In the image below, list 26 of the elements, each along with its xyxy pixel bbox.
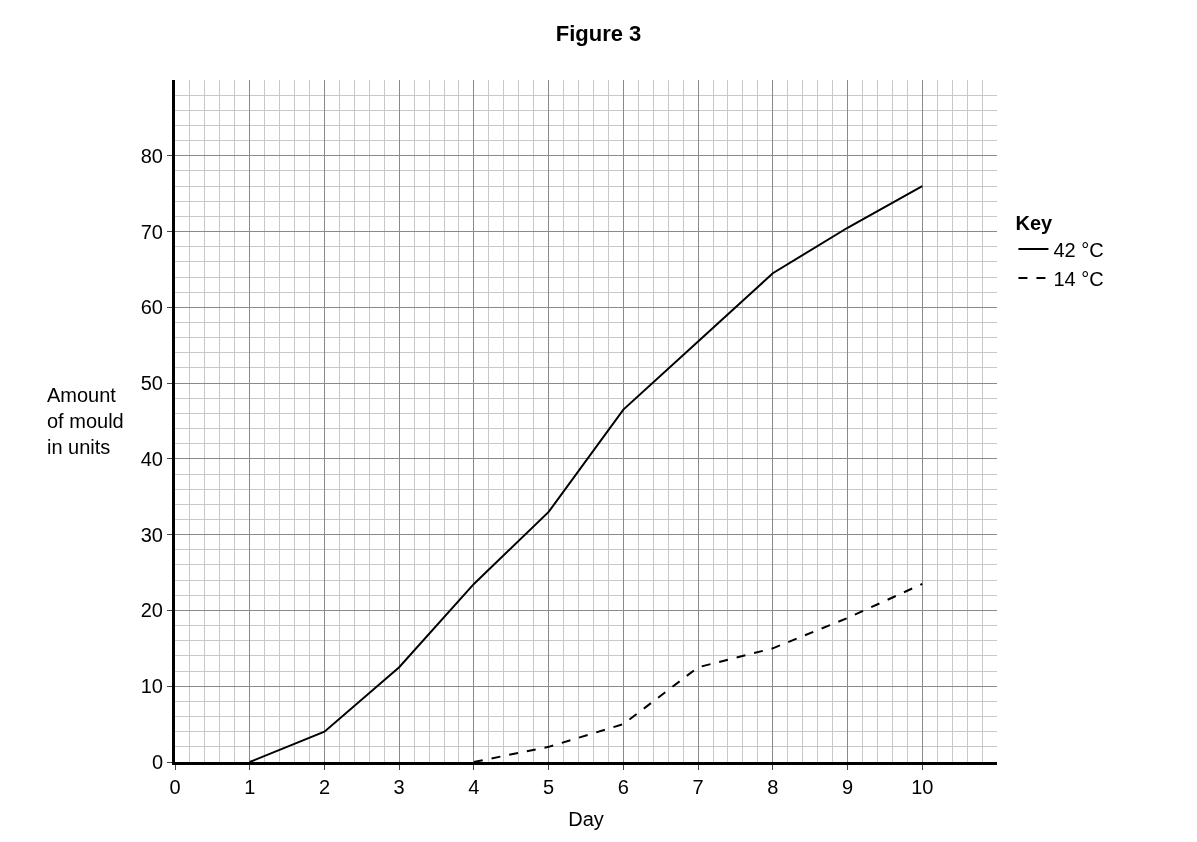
legend-title: Key [1015, 211, 1054, 234]
y-tick-label: 80 [140, 144, 163, 167]
x-tick-label: 5 [543, 776, 555, 798]
x-axis-title: Day [568, 807, 604, 830]
y-tick-label: 40 [140, 447, 163, 470]
x-tick-label: 7 [692, 776, 704, 798]
y-tick-label: 50 [140, 372, 163, 395]
x-tick-label: 8 [767, 776, 779, 798]
y-tick-label: 0 [151, 751, 163, 773]
y-tick-label: 10 [140, 675, 163, 698]
legend-label: 14 °C [1053, 267, 1104, 290]
chart-title: Figure 3 [555, 20, 642, 46]
x-tick-label: 1 [244, 776, 256, 798]
x-tick-label: 6 [617, 776, 629, 798]
x-tick-label: 9 [841, 776, 854, 798]
x-tick-label: 0 [169, 776, 181, 798]
y-tick-label: 30 [140, 523, 163, 546]
x-tick-label: 3 [393, 776, 405, 798]
y-tick-label: 60 [140, 296, 163, 319]
y-axis-title: Amount of mould in units [47, 384, 124, 458]
legend-label: 42 °C [1053, 238, 1104, 261]
x-tick-label: 2 [318, 776, 331, 798]
y-tick-label: 70 [140, 220, 163, 243]
y-tick-label: 20 [140, 599, 163, 622]
x-tick-label: 10 [911, 776, 934, 798]
x-tick-label: 4 [468, 776, 480, 798]
